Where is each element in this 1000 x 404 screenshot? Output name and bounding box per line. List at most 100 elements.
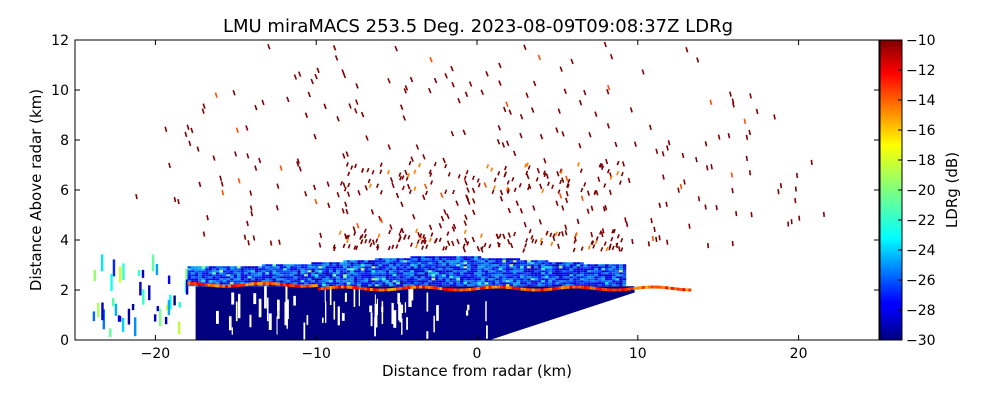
cloud-cell bbox=[354, 276, 358, 278]
cloud-cell bbox=[612, 272, 616, 274]
cloud-cell bbox=[601, 268, 605, 270]
cloud-cell bbox=[308, 270, 312, 272]
cloud-cell bbox=[294, 264, 298, 266]
bright-band-cell bbox=[683, 288, 686, 291]
speckle bbox=[626, 222, 627, 227]
speckle bbox=[711, 164, 712, 169]
cloud-cell bbox=[255, 274, 259, 276]
cloud-cell bbox=[347, 264, 351, 266]
cloud-cell bbox=[520, 272, 524, 274]
bright-band-cell bbox=[654, 286, 657, 289]
cloud-cell bbox=[396, 276, 400, 278]
cloud-cell bbox=[414, 262, 418, 264]
cloud-cell bbox=[577, 278, 581, 280]
fringe-cell bbox=[138, 270, 140, 276]
cloud-cell bbox=[471, 270, 475, 272]
cloud-cell bbox=[372, 260, 376, 262]
cloud-cell bbox=[226, 268, 230, 270]
cloud-cell bbox=[605, 278, 609, 280]
cloud-cell bbox=[485, 272, 489, 274]
cloud-cell bbox=[382, 266, 386, 268]
cloud-cell bbox=[577, 270, 581, 272]
bright-band-cell bbox=[526, 288, 529, 291]
cloud-cell bbox=[520, 268, 524, 270]
cloud-cell bbox=[290, 280, 294, 282]
cloud-cell bbox=[347, 272, 351, 274]
cloud-cell bbox=[326, 272, 330, 274]
bright-band-cell bbox=[509, 286, 512, 289]
cloud-cell bbox=[513, 258, 517, 260]
cloud-cell bbox=[601, 270, 605, 272]
cloud-cell bbox=[563, 280, 567, 282]
cloud-cell bbox=[545, 272, 549, 274]
cloud-cell bbox=[552, 268, 556, 270]
cloud-cell bbox=[251, 272, 255, 274]
cloud-cell bbox=[287, 264, 291, 266]
cloud-cell bbox=[517, 276, 521, 278]
cloud-cell bbox=[265, 264, 269, 266]
cloud-cell bbox=[435, 270, 439, 272]
cloud-cell bbox=[361, 274, 365, 276]
cloud-cell bbox=[577, 282, 581, 284]
cloud-cell bbox=[619, 266, 623, 268]
cloud-cell bbox=[552, 274, 556, 276]
cloud-cell bbox=[538, 284, 542, 286]
cloud-cell bbox=[318, 284, 322, 286]
cloud-cell bbox=[311, 268, 315, 270]
cloud-cell bbox=[357, 274, 361, 276]
cloud-cell bbox=[347, 268, 351, 270]
cloud-cell bbox=[601, 264, 605, 266]
cloud-cell bbox=[237, 266, 241, 268]
cloud-cell bbox=[318, 272, 322, 274]
bright-band-cell bbox=[306, 285, 309, 288]
cloud-cell bbox=[587, 272, 591, 274]
cloud-cell bbox=[393, 272, 397, 274]
cloud-cell bbox=[350, 268, 354, 270]
bright-band-cell bbox=[303, 285, 306, 288]
cloud-cell bbox=[297, 280, 301, 282]
cloud-cell bbox=[407, 258, 411, 260]
cloud-cell bbox=[311, 264, 315, 266]
cloud-cell bbox=[587, 282, 591, 284]
cloud-cell bbox=[258, 274, 262, 276]
cloud-cell bbox=[315, 274, 319, 276]
cloud-cell bbox=[216, 268, 220, 270]
cloud-cell bbox=[340, 278, 344, 280]
cloud-cell bbox=[548, 264, 552, 266]
cloud-cell bbox=[513, 268, 517, 270]
cloud-cell bbox=[495, 278, 499, 280]
cloud-cell bbox=[471, 272, 475, 274]
cloud-cell bbox=[531, 276, 535, 278]
cloud-cell bbox=[287, 270, 291, 272]
cloud-cell bbox=[580, 270, 584, 272]
speckle bbox=[279, 240, 280, 245]
cloud-cell bbox=[467, 284, 471, 286]
cloud-cell bbox=[410, 280, 414, 282]
cloud-cell bbox=[333, 262, 337, 264]
cloud-cell bbox=[265, 266, 269, 268]
cloud-cell bbox=[527, 276, 531, 278]
cloud-cell bbox=[605, 270, 609, 272]
cloud-cell bbox=[375, 280, 379, 282]
cloud-cell bbox=[241, 280, 245, 282]
cloud-cell bbox=[336, 262, 340, 264]
cloud-cell bbox=[478, 258, 482, 260]
cloud-cell bbox=[396, 264, 400, 266]
cloud-cell bbox=[301, 274, 305, 276]
cloud-cell bbox=[584, 270, 588, 272]
cloud-cell bbox=[400, 268, 404, 270]
cloud-cell bbox=[598, 264, 602, 266]
cloud-cell bbox=[403, 268, 407, 270]
cloud-cell bbox=[527, 266, 531, 268]
cloud-cell bbox=[488, 268, 492, 270]
cloud-cell bbox=[272, 274, 276, 276]
bright-band-cell bbox=[445, 288, 448, 291]
cloud-cell bbox=[534, 260, 538, 262]
base-gap bbox=[277, 300, 280, 311]
bright-band-cell bbox=[231, 285, 234, 288]
cloud-cell bbox=[294, 282, 298, 284]
cloud-cell bbox=[609, 268, 613, 270]
cloud-cell bbox=[283, 270, 287, 272]
cloud-cell bbox=[336, 264, 340, 266]
speckle bbox=[603, 228, 604, 233]
